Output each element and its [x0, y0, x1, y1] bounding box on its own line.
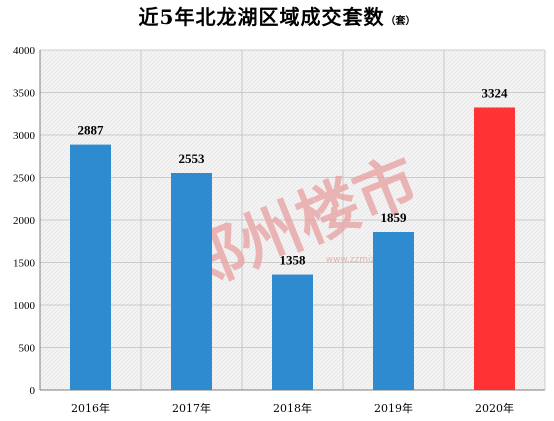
y-tick-label: 500 — [19, 343, 36, 355]
bar — [70, 144, 111, 390]
y-tick-label: 1000 — [13, 300, 36, 312]
y-tick-label: 2000 — [13, 215, 36, 227]
x-tick-label: 2018年 — [273, 401, 312, 415]
gridlines — [40, 49, 545, 390]
chart-title: 近5年北龙湖区域成交套数 — [138, 5, 385, 29]
chart-unit: （套） — [385, 16, 416, 27]
watermark-url: www.zzmizhan.com — [326, 255, 415, 265]
chart-title-row: 近5年北龙湖区域成交套数（套） — [0, 2, 554, 32]
data-label: 2553 — [179, 151, 206, 166]
y-tick-label: 4000 — [13, 45, 36, 57]
y-tick-labels: 0 500 1000 1500 2000 2500 3000 3500 4000 — [13, 45, 36, 397]
x-tick-labels: 2016年 2017年 2018年 2019年 2020年 — [71, 401, 514, 415]
data-labels: 2887 2553 1358 1859 3324 — [78, 85, 509, 267]
y-tick-label: 3000 — [13, 130, 36, 142]
y-tick-label: 1500 — [13, 258, 36, 270]
data-label: 2887 — [78, 123, 105, 138]
bar — [474, 107, 515, 391]
y-tick-label: 2500 — [13, 173, 36, 185]
x-tick-label: 2019年 — [374, 401, 413, 415]
bar — [272, 274, 313, 390]
x-tick-label: 2016年 — [71, 401, 110, 415]
y-tick-label: 3500 — [13, 88, 36, 100]
x-tick-label: 2017年 — [172, 401, 211, 415]
data-label: 3324 — [482, 85, 509, 100]
bar — [373, 231, 414, 390]
bars — [70, 107, 515, 391]
x-tick-label: 2020年 — [475, 401, 514, 415]
y-tick-label: 0 — [30, 385, 36, 397]
data-label: 1859 — [381, 210, 408, 225]
data-label: 1358 — [280, 253, 307, 268]
bar — [171, 172, 212, 390]
